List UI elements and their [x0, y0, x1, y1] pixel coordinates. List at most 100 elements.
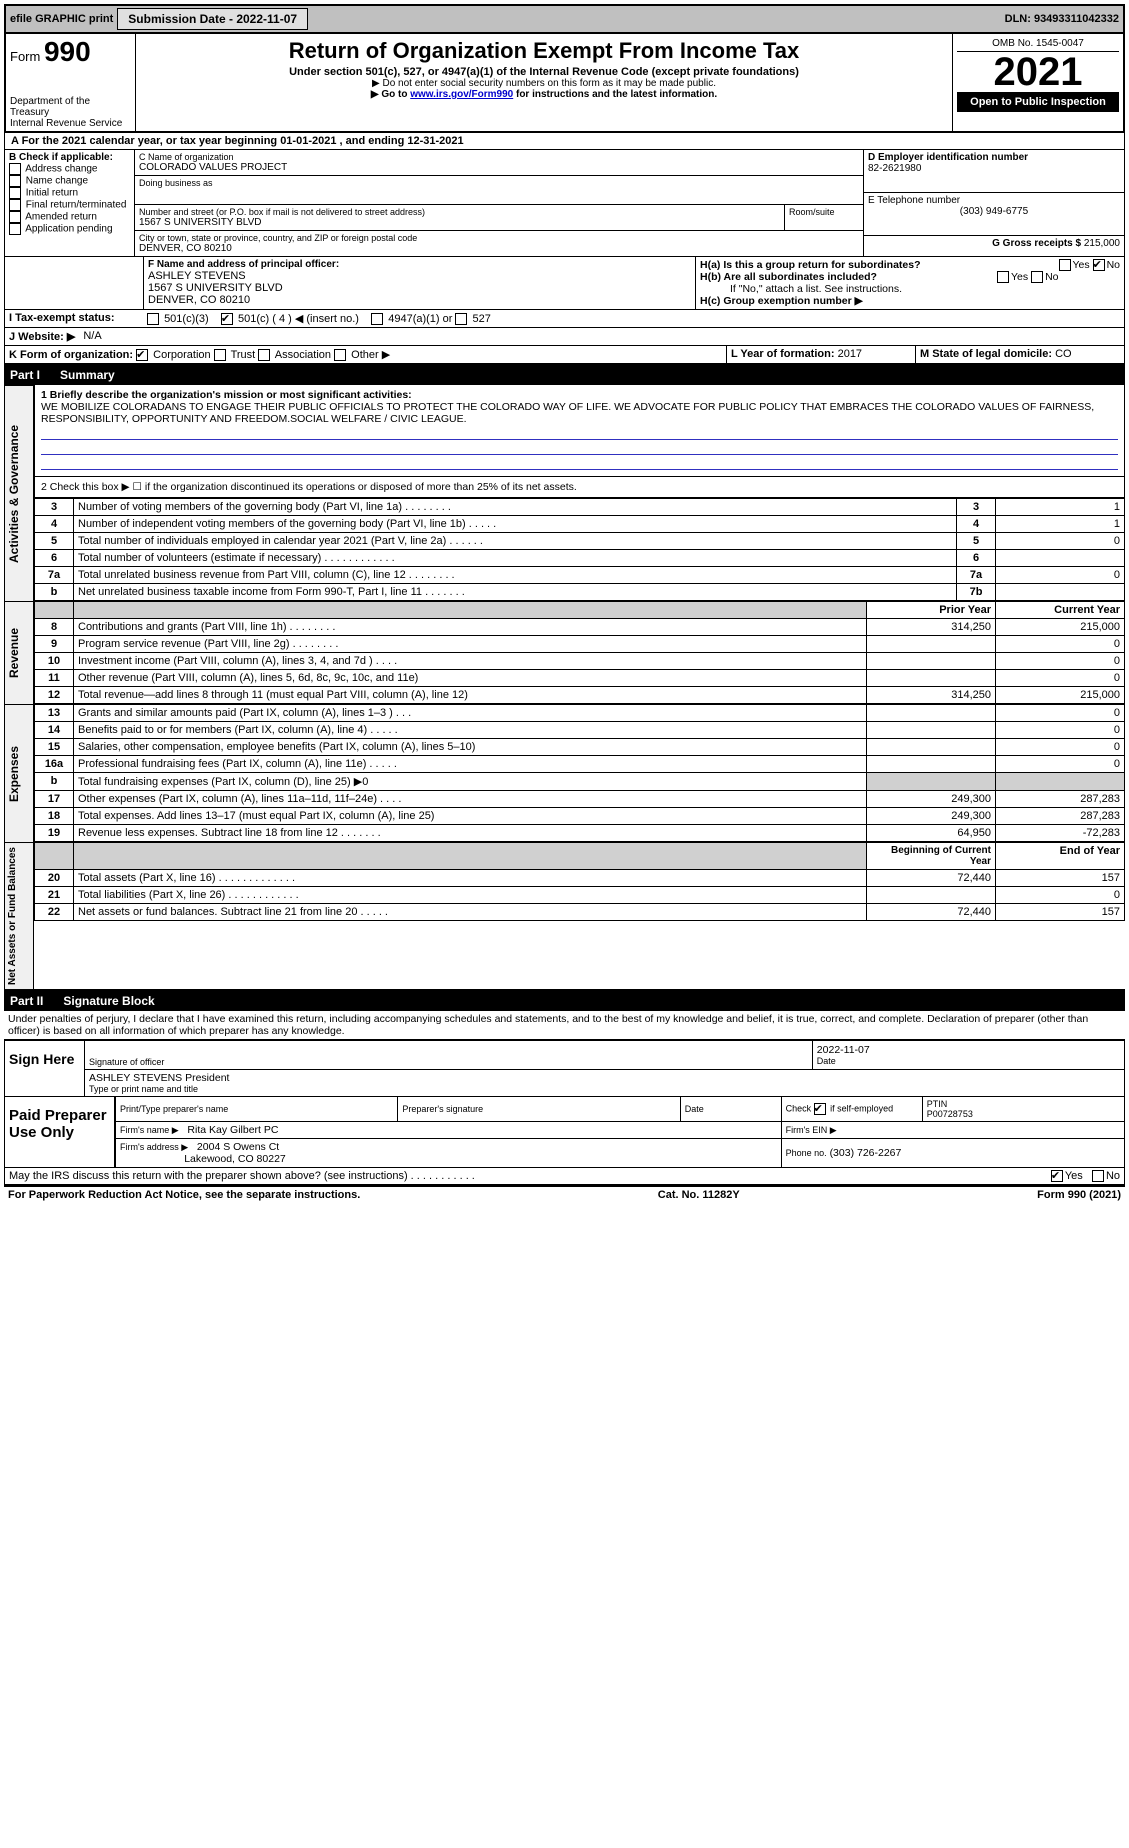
no-label: No — [1107, 259, 1120, 271]
hb-note: If "No," attach a list. See instructions… — [700, 283, 1120, 295]
i-4947-checkbox[interactable] — [371, 313, 383, 325]
k-o2: Trust — [231, 349, 256, 361]
c-addr: 1567 S UNIVERSITY BLVD — [139, 217, 780, 228]
p-ptin: P00728753 — [927, 1109, 1120, 1119]
net-table: Beginning of Current Year End of Year 20… — [34, 842, 1125, 921]
form-number-cell: Form 990 Department of the Treasury Inte… — [6, 34, 136, 131]
k-o4: Other ▶ — [351, 349, 390, 361]
c-name-label: C Name of organization — [139, 152, 859, 162]
self-employed-checkbox[interactable] — [814, 1103, 826, 1115]
k-corp-checkbox[interactable] — [136, 349, 148, 361]
footer-form-num: 990 — [1068, 1189, 1086, 1201]
sign-type-label: Type or print name and title — [89, 1084, 1120, 1094]
boxb-checkbox[interactable] — [9, 175, 21, 187]
table-row: 3Number of voting members of the governi… — [35, 499, 1125, 516]
form-header: Form 990 Department of the Treasury Inte… — [4, 34, 1125, 133]
table-row: 14Benefits paid to or for members (Part … — [35, 722, 1125, 739]
boxb-checkbox[interactable] — [9, 199, 21, 211]
table-row: 5Total number of individuals employed in… — [35, 533, 1125, 550]
hc-label: H(c) Group exemption number ▶ — [700, 295, 1120, 307]
part2-title: Signature Block — [63, 994, 154, 1008]
sign-name: ASHLEY STEVENS President — [89, 1072, 1120, 1084]
boxb-item: Application pending — [9, 223, 130, 235]
ha-yes-checkbox[interactable] — [1059, 259, 1071, 271]
boxb-checkbox[interactable] — [9, 187, 21, 199]
table-row: 7aTotal unrelated business revenue from … — [35, 567, 1125, 584]
table-row: 17Other expenses (Part IX, column (A), l… — [35, 791, 1125, 808]
footer-center: Cat. No. 11282Y — [658, 1189, 740, 1201]
irs-link[interactable]: www.irs.gov/Form990 — [410, 89, 513, 100]
box-b-label: B Check if applicable: — [9, 152, 130, 163]
table-row: 8Contributions and grants (Part VIII, li… — [35, 619, 1125, 636]
note2-pre: ▶ Go to — [371, 89, 410, 100]
no-label2: No — [1045, 271, 1058, 283]
paid-preparer-block: Paid Preparer Use Only Print/Type prepar… — [4, 1097, 1125, 1168]
table-row: 20Total assets (Part X, line 16) . . . .… — [35, 870, 1125, 887]
phone-value: (303) 726-2267 — [830, 1147, 902, 1159]
e-value: (303) 949-6775 — [868, 206, 1120, 217]
boxb-checkbox[interactable] — [9, 223, 21, 235]
hb-no-checkbox[interactable] — [1031, 271, 1043, 283]
box-deg: D Employer identification number 82-2621… — [864, 150, 1124, 256]
i-501c-checkbox[interactable] — [221, 313, 233, 325]
k-other-checkbox[interactable] — [334, 349, 346, 361]
footer-right: Form 990 (2021) — [1037, 1189, 1121, 1201]
c-name: COLORADO VALUES PROJECT — [139, 162, 859, 173]
boxb-checkbox[interactable] — [9, 163, 21, 175]
boxb-item: Amended return — [9, 211, 130, 223]
act-gov-table: 3Number of voting members of the governi… — [34, 498, 1125, 601]
part1-title: Summary — [60, 368, 115, 382]
discuss-no-checkbox[interactable] — [1092, 1170, 1104, 1182]
submission-date-button[interactable]: Submission Date - 2022-11-07 — [117, 8, 308, 30]
sign-here-label: Sign Here — [5, 1041, 85, 1096]
boxb-checkbox[interactable] — [9, 211, 21, 223]
ha-no-checkbox[interactable] — [1093, 259, 1105, 271]
k-assoc-checkbox[interactable] — [258, 349, 270, 361]
hb-yes-checkbox[interactable] — [997, 271, 1009, 283]
table-row: 4Number of independent voting members of… — [35, 516, 1125, 533]
m-label: M State of legal domicile: — [920, 348, 1052, 360]
exp-side-label: Expenses — [4, 704, 34, 842]
footer-left: For Paperwork Reduction Act Notice, see … — [8, 1189, 360, 1201]
act-gov-side-label: Activities & Governance — [4, 385, 34, 601]
form-note2: ▶ Go to www.irs.gov/Form990 for instruct… — [140, 89, 948, 100]
c-room-label: Room/suite — [785, 205, 863, 230]
p-h3: Date — [680, 1097, 781, 1122]
paid-table: Print/Type preparer's name Preparer's si… — [115, 1097, 1124, 1167]
k-label: K Form of organization: — [9, 349, 133, 361]
note2-post: for instructions and the latest informat… — [513, 89, 717, 100]
beg-year-header: Beginning of Current Year — [867, 843, 996, 870]
part1-header: Part I Summary — [4, 365, 1125, 385]
line2: 2 Check this box ▶ ☐ if the organization… — [34, 477, 1125, 498]
p-h4a: Check — [786, 1104, 812, 1114]
discuss-yes: Yes — [1065, 1170, 1083, 1182]
table-row: 16aProfessional fundraising fees (Part I… — [35, 756, 1125, 773]
f-label: F Name and address of principal officer: — [148, 259, 691, 270]
paid-preparer-label: Paid Preparer Use Only — [5, 1097, 115, 1167]
form-note1: ▶ Do not enter social security numbers o… — [140, 78, 948, 89]
i-opt3: 4947(a)(1) or — [388, 313, 452, 325]
footer: For Paperwork Reduction Act Notice, see … — [4, 1186, 1125, 1203]
g-value: 215,000 — [1084, 238, 1120, 249]
boxb-item: Name change — [9, 175, 130, 187]
sig-declaration: Under penalties of perjury, I declare th… — [4, 1011, 1125, 1040]
prior-year-header: Prior Year — [867, 602, 996, 619]
section-i: I Tax-exempt status: 501(c)(3) 501(c) ( … — [4, 310, 1125, 328]
box-c: C Name of organization COLORADO VALUES P… — [135, 150, 864, 256]
ha-label: H(a) Is this a group return for subordin… — [700, 259, 921, 271]
p-h4b: if self-employed — [830, 1104, 893, 1114]
discuss-row: May the IRS discuss this return with the… — [4, 1168, 1125, 1186]
part1-label: Part I — [10, 368, 40, 382]
discuss-no: No — [1106, 1170, 1120, 1182]
i-527-checkbox[interactable] — [455, 313, 467, 325]
revenue-section: Revenue Prior Year Current Year 8Contrib… — [4, 601, 1125, 704]
discuss-yes-checkbox[interactable] — [1051, 1170, 1063, 1182]
j-value: N/A — [79, 328, 105, 345]
firm-addr: 2004 S Owens Ct — [197, 1141, 279, 1153]
i-501c3-checkbox[interactable] — [147, 313, 159, 325]
dln-label: DLN: 93493311042332 — [1005, 13, 1119, 25]
tax-year: 2021 — [957, 52, 1119, 92]
d-label: D Employer identification number — [868, 152, 1120, 163]
sign-here-block: Sign Here Signature of officer 2022-11-0… — [4, 1040, 1125, 1097]
k-trust-checkbox[interactable] — [214, 349, 226, 361]
